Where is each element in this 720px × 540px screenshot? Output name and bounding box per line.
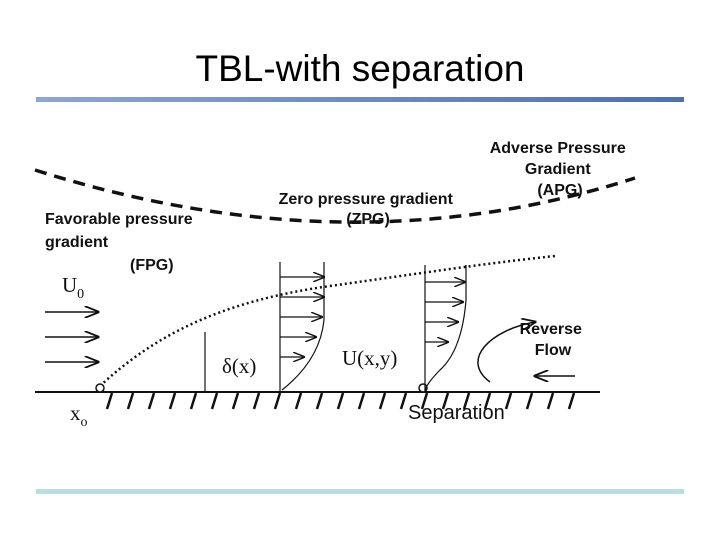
hatch-mark	[399, 392, 408, 410]
profile-label: U(x,y)	[342, 346, 397, 370]
origin-point	[95, 383, 105, 393]
hatch-mark	[441, 392, 450, 410]
hatch-mark	[378, 392, 387, 410]
hatch-mark	[336, 392, 345, 410]
hatch-mark	[105, 392, 114, 410]
hatch-mark	[294, 392, 303, 410]
hatch-mark	[147, 392, 156, 410]
reverse-flow-line: Reverse	[520, 321, 582, 338]
hatch-mark	[567, 392, 576, 410]
hatch-mark	[210, 392, 219, 410]
title: TBL-with separation	[195, 48, 524, 89]
hatch-mark	[231, 392, 240, 410]
free-stream-label: U0	[62, 273, 84, 302]
fpg-line: (FPG)	[130, 257, 174, 274]
reverse-flow-arrows	[477, 322, 575, 383]
reverse-flow-line: Flow	[535, 342, 572, 359]
fpg-label: Favorable pressure gradient (FPG)	[45, 211, 197, 274]
hatch-mark	[420, 392, 429, 410]
hatch-mark	[273, 392, 282, 410]
footer-rule	[36, 489, 684, 494]
velocity-profile-2	[424, 265, 467, 392]
hatch-mark	[168, 392, 177, 410]
title-rule	[36, 97, 684, 102]
fpg-line: Favorable pressure	[45, 211, 193, 228]
hatch-mark	[189, 392, 198, 410]
symbol: U	[62, 273, 77, 297]
zpg-line: (ZPG)	[346, 211, 390, 228]
hatch-mark	[462, 392, 471, 410]
apg-line: (APG)	[537, 182, 582, 199]
apg-line: Gradient	[525, 161, 591, 178]
hatch-mark	[357, 392, 366, 410]
apg-label: Adverse Pressure Gradient (APG)	[490, 140, 631, 199]
zpg-line: Zero pressure gradient	[279, 191, 454, 208]
fpg-line: gradient	[45, 234, 109, 251]
hatch-mark	[483, 392, 492, 410]
reverse-flow-label: Reverse Flow	[520, 321, 587, 359]
apg-line: Adverse Pressure	[490, 140, 626, 157]
inflow-arrows	[45, 312, 98, 362]
hatch-mark	[546, 392, 555, 410]
velocity-profile-1	[204, 262, 324, 392]
separation-label: Separation	[408, 402, 505, 424]
hatch-mark	[525, 392, 534, 410]
subscript: o	[81, 415, 88, 430]
hatch-mark	[252, 392, 261, 410]
symbol: x	[70, 401, 81, 425]
origin-label: xo	[70, 401, 88, 430]
subscript: 0	[77, 287, 84, 302]
zpg-label: Zero pressure gradient (ZPG)	[279, 191, 458, 228]
boundary-layer-edge	[99, 254, 556, 387]
freestream-edge	[34, 168, 636, 224]
hatch-mark	[126, 392, 135, 410]
hatch-mark	[315, 392, 324, 410]
wall-hatching	[105, 392, 576, 410]
hatch-mark	[504, 392, 513, 410]
thickness-label: δ(x)	[222, 354, 256, 378]
